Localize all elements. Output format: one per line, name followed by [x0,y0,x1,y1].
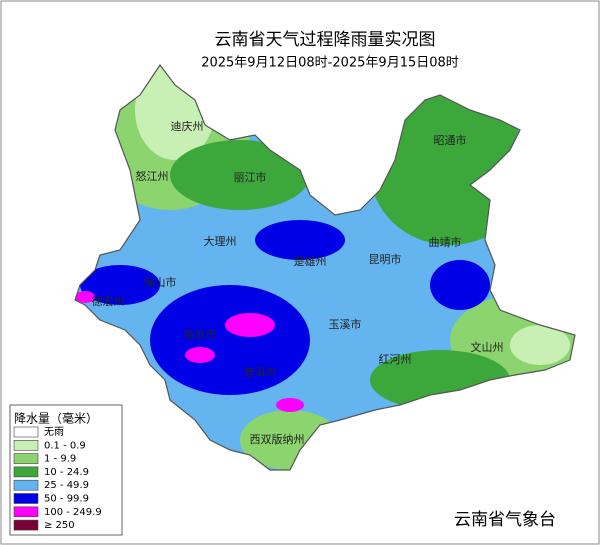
city-label: 保山市 [144,275,177,289]
city-label: 楚雄州 [294,254,327,268]
city-label: 曲靖市 [429,235,462,249]
legend-swatch [13,439,39,451]
city-label: 西双版纳州 [250,432,305,446]
footer: 云南省气象台 [454,510,556,530]
city-label: 迪庆州 [171,119,204,133]
city-label: 文山州 [471,340,504,354]
city-label: 临沧市 [184,327,217,341]
legend: 降水量（毫米） 无雨 0.1 - 0.9 1 - 9.9 10 - 24.9 25 - … [9,404,123,536]
city-label: 怒江州 [136,169,169,183]
city-label: 红河州 [379,353,412,366]
legend-title: 降水量（毫米） [14,411,98,426]
legend-swatch [13,466,39,478]
legend-label: 0.1 - 0.9 [44,440,86,451]
legend-label: 10 - 24.9 [44,467,89,478]
legend-label: 1 - 9.9 [44,454,76,465]
city-label: 普洱市 [244,365,277,379]
legend-label: 25 - 49.9 [44,480,89,491]
legend-label: 50 - 99.9 [44,494,89,505]
legend-swatch [13,506,39,518]
legend-label: 无雨 [44,427,64,438]
city-label: 大理州 [204,234,237,248]
city-label: 丽江市 [234,170,267,184]
legend-swatch [13,426,39,438]
legend-label: ≥ 250 [44,520,75,531]
legend-swatch [13,493,39,504]
city-label: 昆明市 [369,252,402,266]
city-label: 昭通市 [434,133,467,147]
city-label: 德宏州 [92,294,125,308]
legend-swatch [13,519,39,531]
city-labels: 迪庆州 怒江州 丽江市 昭通市 大理州 楚雄州 昆明市 曲靖市 保山市 德宏州 … [92,119,504,446]
legend-label: 100 - 249.9 [44,507,102,518]
legend-swatch [13,479,39,491]
city-label: 玉溪市 [329,317,362,331]
title: 云南省天气过程降雨量实况图 [215,30,436,50]
subtitle: 2025年9月12日08时-2025年9月15日08时 [201,56,459,71]
legend-swatch [13,453,39,464]
